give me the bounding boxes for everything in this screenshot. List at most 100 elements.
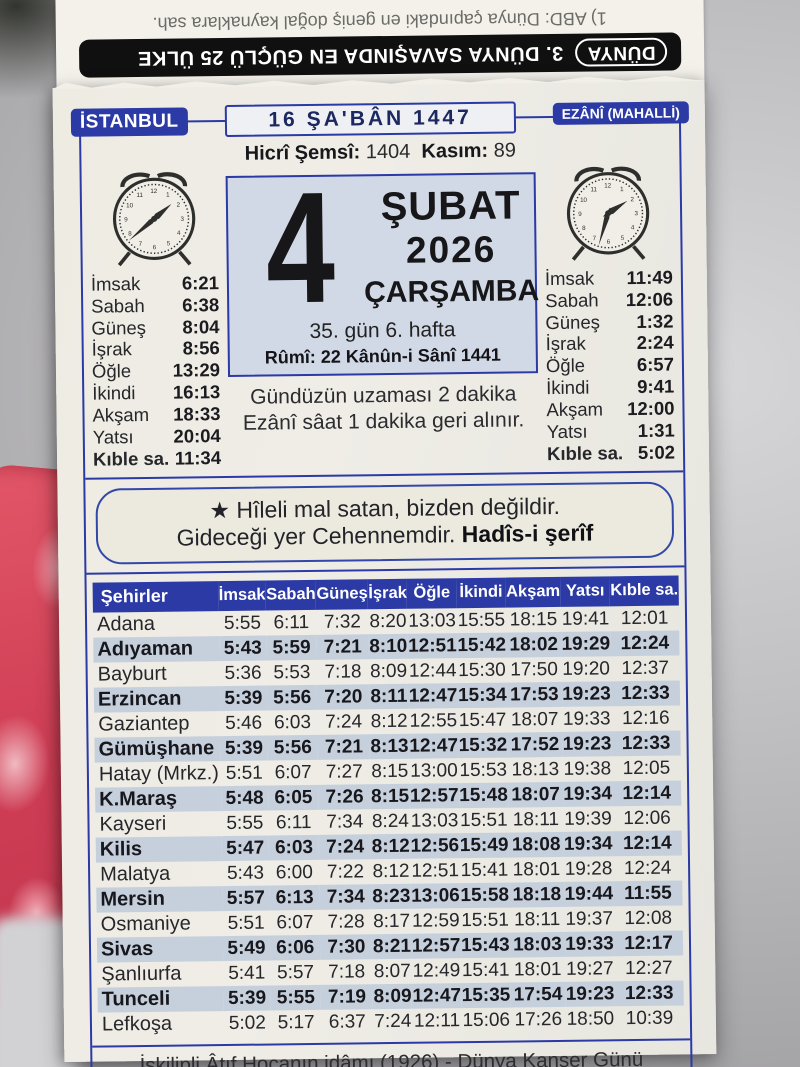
time-row: Öğle 13:29 (92, 359, 220, 382)
left-times-column: 1 2 3 4 5 6 7 8 9 10 11 12 İmsak 6:21 Sabah 6:38 Güneş 8… (88, 168, 224, 470)
time-row: İmsak 6:21 (91, 272, 219, 295)
svg-text:10: 10 (580, 197, 588, 204)
svg-text:12: 12 (604, 182, 612, 189)
time-cell: 7:18 (328, 961, 366, 983)
svg-text:6: 6 (153, 244, 157, 251)
time-cell: 19:29 (561, 631, 611, 658)
month-year-weekday: ŞUBAT 2026 ÇARŞAMBA (363, 183, 540, 310)
city-cell: Malatya (99, 863, 171, 887)
time-cell: 8:15 (371, 760, 409, 783)
column-header: Öğle (406, 578, 457, 610)
time-label: İkindi (546, 376, 590, 399)
time-cell: 19:37 (565, 908, 614, 930)
center-column: 4 ŞUBAT 2026 ÇARŞAMBA 35. gün 6. hafta R… (220, 160, 546, 468)
rumi-date: Rûmî: 22 Kânûn-i Sânî 1441 (264, 344, 501, 368)
svg-text:6: 6 (607, 239, 611, 246)
city-prayer-times-table: Şehirler İmsak Sabah Güneş İşrak Öğle İkindi Ak… (92, 575, 685, 1038)
time-label: İmsak (544, 267, 595, 290)
time-cell: 8:12 (372, 860, 410, 883)
time-cell: 12:57 (411, 933, 461, 960)
time-cell: 19:44 (564, 881, 614, 908)
time-cell: 6:05 (268, 785, 319, 811)
time-cell: 12:44 (408, 660, 457, 682)
time-cell: 18:03 (509, 932, 566, 959)
time-cell: 7:34 (319, 884, 372, 911)
time-cell: 15:49 (459, 833, 509, 859)
time-cell: 5:46 (225, 712, 263, 734)
time-cell: 6:06 (270, 935, 321, 961)
time-cell: 19:28 (564, 858, 613, 880)
time-label: Öğle (91, 360, 132, 382)
time-cell: 7:27 (325, 761, 363, 783)
time-cell: 7:32 (323, 611, 362, 633)
city-cell: Hatay (Mrkz.) (98, 762, 220, 787)
time-cell: 7:28 (327, 911, 365, 933)
time-cell: 19:33 (562, 708, 611, 730)
time-cell: 5:43 (218, 635, 267, 662)
time-cell: 17:50 (510, 658, 558, 681)
time-cell: 18:07 (510, 708, 559, 731)
city-cell: Gaziantep (98, 712, 190, 737)
city-label-badge: İSTANBUL (70, 107, 188, 137)
time-value: 6:21 (181, 272, 220, 294)
svg-text:12: 12 (150, 188, 158, 195)
time-cell: 8:23 (371, 884, 412, 910)
time-cell: 7:22 (326, 861, 365, 883)
time-cell: 18:07 (508, 782, 564, 809)
divider-line (86, 565, 685, 576)
time-label: Sabah (545, 289, 599, 311)
time-cell: 15:30 (458, 659, 506, 682)
time-value: 2:24 (636, 332, 674, 354)
date-top: 4 ŞUBAT 2026 ÇARŞAMBA (232, 160, 539, 337)
time-cell: 8:21 (372, 934, 412, 960)
time-cell: 13:03 (410, 810, 459, 832)
time-cell: 5:02 (228, 1012, 266, 1034)
time-cell: 5:48 (220, 785, 269, 812)
ezani-label-badge: EZÂNÎ (MAHALLİ) (552, 101, 689, 125)
hicri-semsi-value: 1404 (365, 140, 411, 164)
time-cell: 8:12 (370, 710, 408, 733)
city-cell: Bayburt (97, 663, 167, 687)
time-cell: 12:11 (413, 1010, 461, 1032)
time-cell: 19:27 (565, 958, 614, 980)
time-cell: 6:03 (273, 711, 312, 734)
hijri-date-title: 16 ŞA'BÂN 1447 (224, 101, 517, 137)
time-cell: 5:17 (277, 1011, 315, 1034)
time-value: 6:38 (182, 293, 220, 316)
time-cell: 12:59 (411, 910, 460, 932)
time-cell: 5:56 (266, 685, 318, 711)
time-cell: 12:37 (621, 657, 670, 680)
time-cell: 12:24 (623, 857, 672, 880)
svg-text:11: 11 (590, 186, 597, 193)
city-cell: Gümüşhane (94, 736, 221, 764)
time-cell: 7:34 (326, 811, 364, 833)
note-line-1: Gündüzün uzaması 2 dakika (250, 382, 517, 409)
quote-line-2-text: Gideceği yer Cehennemdir. (176, 521, 462, 552)
time-cell: 15:51 (459, 809, 508, 832)
time-cell: 17:53 (506, 682, 562, 709)
time-cell: 5:56 (267, 735, 319, 761)
time-cell: 19:34 (563, 831, 614, 858)
time-cell: 7:24 (325, 711, 363, 733)
city-cell: Adıyaman (93, 636, 220, 664)
time-cell: 15:41 (460, 859, 509, 882)
time-cell: 15:42 (456, 633, 507, 659)
time-cell: 6:11 (273, 611, 310, 634)
time-cell: 19:23 (565, 981, 615, 1008)
time-cell: 8:11 (369, 684, 409, 710)
time-cell: 15:43 (460, 933, 511, 959)
time-cell: 6:03 (268, 835, 320, 861)
time-row: Sabah 6:38 (91, 294, 219, 317)
svg-text:2: 2 (631, 196, 635, 203)
time-cell: 19:20 (562, 658, 611, 680)
column-header: Akşam (505, 577, 561, 609)
time-cell: 6:07 (274, 761, 312, 784)
time-cell: 18:01 (513, 958, 562, 981)
time-row: Güneş 8:04 (91, 316, 219, 339)
time-cell: 8:07 (373, 960, 411, 983)
time-cell: 7:18 (324, 661, 362, 683)
city-cell: Sivas (96, 936, 223, 964)
time-cell: 19:33 (564, 931, 615, 958)
time-cell: 19:41 (561, 608, 610, 630)
time-cell: 15:35 (461, 983, 511, 1009)
